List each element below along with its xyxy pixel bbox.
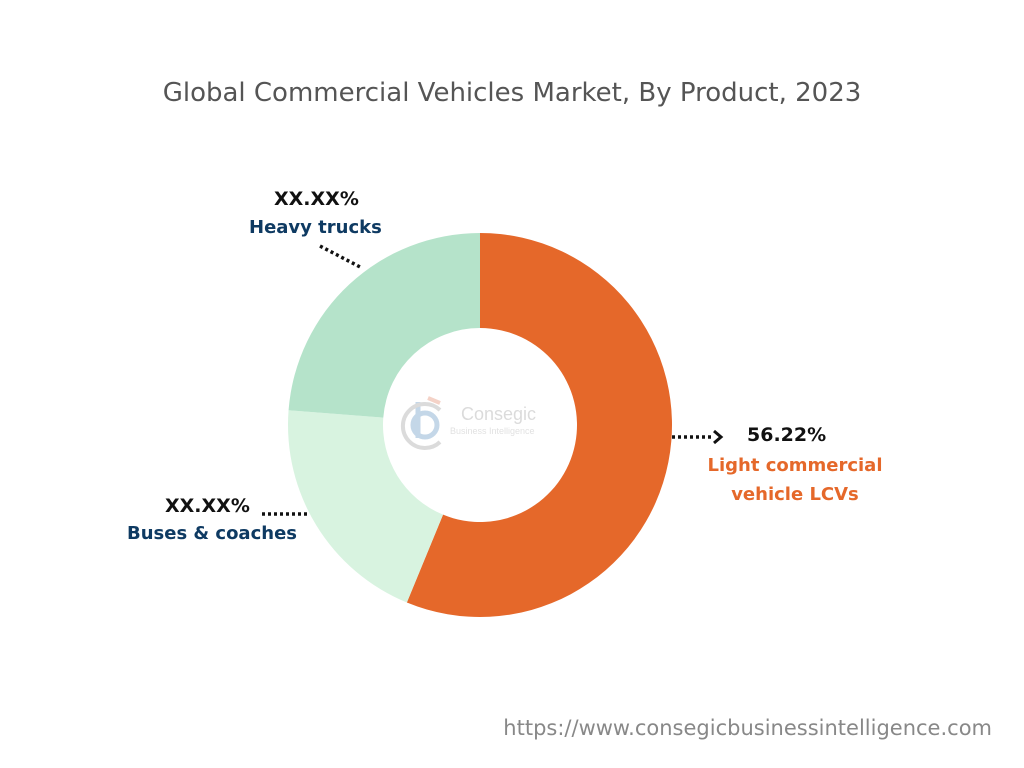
leader-lines xyxy=(262,244,712,516)
category-label-lcv-line2: vehicle LCVs xyxy=(731,484,859,505)
leader-line-heavy-trucks xyxy=(319,244,363,270)
value-label-buses: XX.XX% xyxy=(165,495,250,517)
value-label-heavy-trucks: XX.XX% xyxy=(274,188,359,210)
category-label-buses: Buses & coaches xyxy=(127,523,297,544)
donut-slice-heavy-trucks xyxy=(288,233,480,418)
footer-url: https://www.consegicbusinessintelligence… xyxy=(503,716,992,740)
category-label-lcv: Light commercial vehicle LCVs xyxy=(700,451,890,509)
category-label-heavy-trucks: Heavy trucks xyxy=(249,217,382,238)
category-label-lcv-line1: Light commercial xyxy=(707,455,883,476)
logo: Consegic Business Intelligence xyxy=(400,396,536,450)
logo-name: Consegic xyxy=(461,404,536,424)
logo-tagline: Business Intelligence xyxy=(450,426,535,436)
value-label-lcv: 56.22% xyxy=(747,424,827,446)
donut-slice-light-commercial-vehicle-lcvs xyxy=(406,233,672,617)
arrow-head-icon xyxy=(713,429,724,445)
chart-title: Global Commercial Vehicles Market, By Pr… xyxy=(162,78,862,108)
donut-slice-buses-coaches xyxy=(287,410,444,603)
